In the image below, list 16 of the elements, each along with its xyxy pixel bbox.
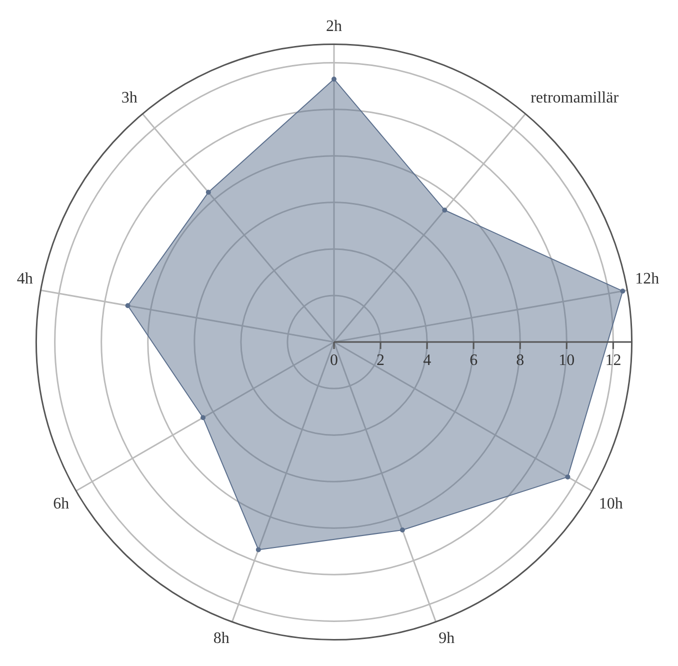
spoke-label: 6h (53, 496, 70, 513)
spoke-label: 2h (326, 18, 342, 35)
spoke-label: retromamillär (530, 89, 620, 106)
y-tick-label: 8 (516, 352, 524, 370)
y-tick-label: 0 (330, 352, 338, 370)
y-tick-label: 12 (605, 352, 622, 370)
spoke-label: 10h (598, 496, 623, 513)
y-tick-label: 6 (470, 352, 478, 370)
spoke-label: 3h (121, 89, 138, 106)
y-tick-label: 2 (376, 352, 385, 370)
spoke-label: 4h (16, 270, 33, 288)
spoke-label: 12h (635, 270, 660, 288)
spoke-label: 9h (438, 630, 455, 648)
y-tick-label: 4 (423, 352, 432, 370)
y-tick-label: 10 (558, 352, 575, 370)
spoke-label: 8h (213, 630, 230, 648)
